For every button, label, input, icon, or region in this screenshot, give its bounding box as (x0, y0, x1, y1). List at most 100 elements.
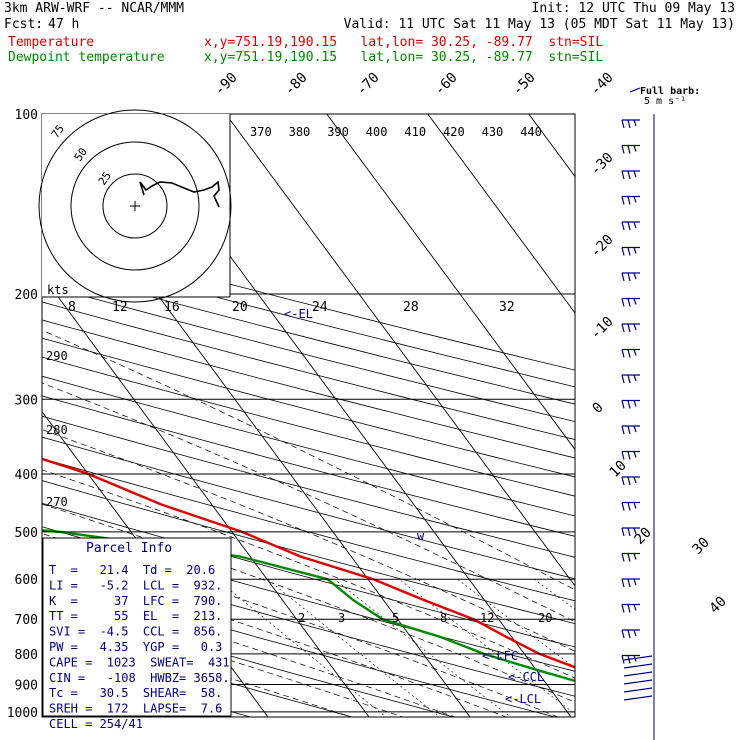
hodograph-ring (38, 109, 232, 303)
wind-barb (633, 451, 637, 458)
parcel-info-row: PW = 4.35 YGP = 0.3 (49, 640, 222, 654)
dewpoint-profile (42, 529, 575, 683)
parcel-info-row: Tc = 30.5 SHEAR= 58. (49, 686, 222, 700)
wind-barb (623, 655, 653, 661)
parcel-info-row: CAPE = 1023 SWEAT= 431 (49, 655, 230, 669)
level-annotation: w (417, 529, 425, 543)
dry-adiabat (42, 284, 575, 423)
pressure-tick-label: 200 (15, 288, 38, 303)
hodograph (38, 109, 232, 303)
wind-barb (621, 629, 625, 639)
theta-label: 290 (46, 349, 68, 363)
dry-adiabat (42, 356, 575, 497)
parcel-info-background (42, 537, 232, 717)
dry-adiabat (42, 267, 575, 405)
isotherm-label: -90 (212, 70, 241, 99)
wind-barb (623, 663, 653, 669)
parcel-info-row: TT = 55 EL = 213. (49, 609, 222, 623)
wind-barb (633, 349, 637, 356)
theta-label: 400 (366, 125, 388, 139)
theta-label: 430 (482, 125, 504, 139)
wind-barb (627, 272, 631, 282)
wind-barb (627, 170, 631, 180)
wind-barb (633, 196, 637, 203)
theta-label: 270 (46, 495, 68, 509)
pressure-tick-label: 800 (15, 648, 38, 663)
dewpoint-location: x,y=751.19,190.15 lat,lon= 30.25, -89.77… (204, 50, 604, 65)
parcel-info-row: SREH = 172 LAPSE= 7.6 (49, 702, 222, 716)
moist-adiabat (42, 329, 575, 591)
wind-barb (627, 425, 631, 435)
mixing-ratio-label: 20 (538, 611, 552, 625)
pressure-tick-label: 900 (15, 679, 38, 694)
parcel-info-row: LI = -5.2 LCL = 932. (49, 578, 222, 592)
dry-adiabat (42, 502, 575, 648)
parcel-info-row: CELL = 254/41 (49, 717, 143, 731)
mixing-ratio-label: 2 (298, 611, 305, 625)
wind-barb (633, 298, 637, 305)
isotherm-label: -10 (588, 314, 617, 343)
parcel-info-box (42, 537, 232, 717)
isotherm (225, 114, 575, 587)
plot-frame (41, 113, 576, 718)
hodograph-axis-label: 28 (403, 300, 419, 315)
moist-adiabat (42, 581, 456, 717)
wind-barb (633, 502, 637, 509)
hodograph-trace (139, 180, 220, 208)
wind-barb (633, 476, 637, 484)
isotherm-label: -50 (510, 70, 539, 99)
wind-barb (627, 349, 631, 358)
wind-barb (621, 170, 625, 180)
hodograph-ring-label: 75 (49, 122, 67, 140)
theta-label: 420 (443, 125, 465, 139)
wind-barb (621, 221, 625, 231)
temperature-legend: Temperature (8, 35, 95, 50)
moist-adiabat (42, 619, 353, 717)
dry-adiabat (42, 575, 557, 717)
wind-barb (621, 196, 625, 205)
wind-barb (621, 247, 625, 256)
level-annotation: <-EL (284, 307, 313, 321)
hodograph-axis-label: 8 (68, 300, 76, 315)
theta-label: 380 (289, 125, 311, 139)
pressure-tick-label: 100 (15, 108, 38, 123)
temperature-location: x,y=751.19,190.15 lat,lon= 30.25, -89.77… (204, 35, 604, 50)
hodograph-axis-label: 12 (112, 300, 128, 315)
isotherm-label: -20 (588, 232, 617, 261)
dry-adiabat (42, 601, 456, 717)
isotherm-label: -40 (588, 70, 617, 99)
mixing-ratio-label: 12 (480, 611, 494, 625)
parcel-info-row: T = 21.4 Td = 20.6 (49, 563, 215, 577)
hodograph-unit-label: kts (47, 283, 69, 297)
wind-barb (627, 196, 631, 205)
isotherm (326, 114, 575, 451)
isotherm-label: -30 (588, 150, 617, 179)
dry-adiabat (42, 436, 575, 580)
hodograph-ring-label: 50 (72, 145, 90, 163)
isotherm (42, 274, 370, 717)
mixing-ratio-line (457, 578, 575, 669)
wind-barb (621, 451, 625, 460)
hodograph-axis-label: 16 (164, 300, 180, 315)
wind-barb (627, 604, 631, 613)
isotherm (528, 114, 575, 178)
wind-barb (633, 221, 637, 229)
level-annotation: <-LCL (505, 692, 541, 706)
wind-barb (633, 553, 637, 560)
isotherm-label: 0 (590, 400, 607, 417)
valid-time: Valid: 11 UTC Sat 11 May 13 (05 MDT Sat … (343, 17, 735, 32)
wind-barb (621, 425, 625, 435)
wind-barb (621, 374, 625, 384)
pressure-tick-label: 700 (15, 613, 38, 628)
wind-barb (633, 425, 637, 433)
dry-adiabat (42, 250, 575, 388)
wind-barb (621, 145, 625, 154)
wind-barb (627, 119, 631, 129)
wind-barb (623, 695, 653, 701)
wind-barb (621, 578, 625, 588)
wind-barb (621, 502, 625, 511)
wind-key-unit: 5 m s⁻¹ (644, 96, 686, 107)
theta-label: 410 (404, 125, 426, 139)
wind-barb (633, 400, 637, 407)
